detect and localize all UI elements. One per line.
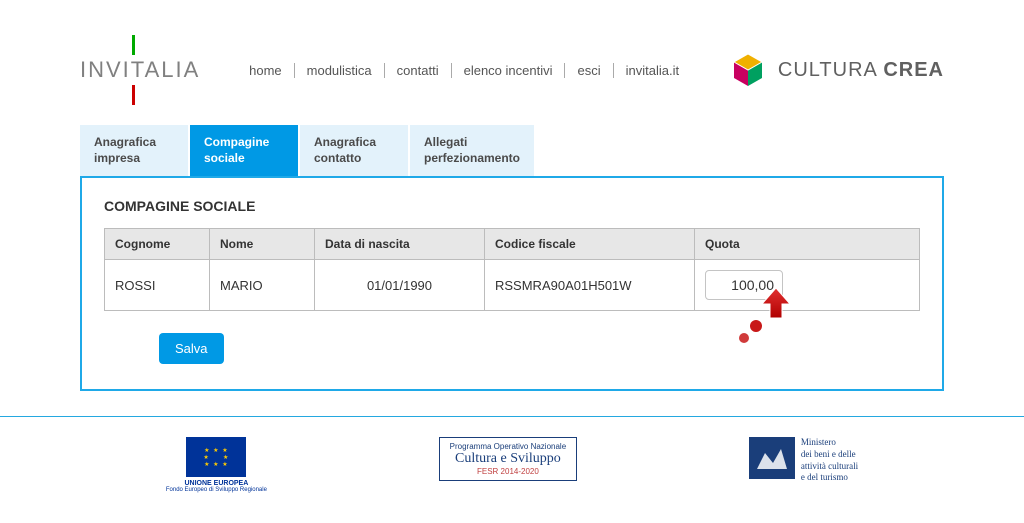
tab-label-line2: contatto <box>314 151 394 167</box>
cell-quota <box>695 260 920 311</box>
footer-divider <box>0 416 1024 417</box>
col-codice-fiscale: Codice fiscale <box>485 229 695 260</box>
nav-invitalia-it[interactable]: invitalia.it <box>614 63 691 78</box>
pon-main: Cultura e Sviluppo <box>450 451 567 467</box>
footer-mibact: Ministero dei beni e delle attività cult… <box>749 437 858 484</box>
pon-box: Programma Operativo Nazionale Cultura e … <box>439 437 578 481</box>
mibact-l1: Ministero <box>801 437 858 449</box>
nav-esci[interactable]: esci <box>565 63 613 78</box>
tab-anagrafica-contatto[interactable]: Anagrafica contatto <box>300 125 410 176</box>
col-data-nascita: Data di nascita <box>315 229 485 260</box>
eu-subtitle: Fondo Europeo di Sviluppo Regionale <box>166 487 267 493</box>
tab-label-line1: Allegati <box>424 135 520 151</box>
cell-codice-fiscale: RSSMRA90A01H501W <box>485 260 695 311</box>
mibact-l4: e del turismo <box>801 472 858 484</box>
tabs: Anagrafica impresa Compagine sociale Ana… <box>80 125 944 176</box>
save-button[interactable]: Salva <box>159 333 224 364</box>
cultura-crea-icon <box>728 52 768 88</box>
crea-text: CREA <box>883 59 944 81</box>
nav-elenco-incentivi[interactable]: elenco incentivi <box>452 63 566 78</box>
tab-label-line1: Anagrafica <box>94 135 174 151</box>
table-row: ROSSI MARIO 01/01/1990 RSSMRA90A01H501W <box>105 260 920 311</box>
top-nav: home modulistica contatti elenco incenti… <box>237 63 691 78</box>
footer-eu: ★ ★ ★★ ★★ ★ ★ UNIONE EUROPEA Fondo Europ… <box>166 437 267 493</box>
cultura-crea-logo: CULTURA CREA <box>728 52 944 88</box>
quota-input[interactable] <box>705 270 783 300</box>
eu-title: UNIONE EUROPEA <box>166 480 267 487</box>
nav-home[interactable]: home <box>237 63 295 78</box>
logo-bar-red <box>132 85 135 105</box>
cultura-crea-wordmark: CULTURA CREA <box>778 59 944 82</box>
logo-bar-green <box>132 35 135 55</box>
tab-label-line1: Compagine <box>204 135 284 151</box>
mibact-icon <box>749 437 795 479</box>
pon-top: Programma Operativo Nazionale <box>450 442 567 451</box>
mibact-text: Ministero dei beni e delle attività cult… <box>801 437 858 484</box>
compagine-sociale-panel: COMPAGINE SOCIALE Cognome Nome Data di n… <box>80 176 944 391</box>
soci-table: Cognome Nome Data di nascita Codice fisc… <box>104 228 920 311</box>
cell-nome: MARIO <box>210 260 315 311</box>
tab-label-line1: Anagrafica <box>314 135 394 151</box>
col-cognome: Cognome <box>105 229 210 260</box>
nav-modulistica[interactable]: modulistica <box>295 63 385 78</box>
tab-compagine-sociale[interactable]: Compagine sociale <box>190 125 300 176</box>
panel-title: COMPAGINE SOCIALE <box>104 198 920 214</box>
tab-label-line2: perfezionamento <box>424 151 520 167</box>
footer: ★ ★ ★★ ★★ ★ ★ UNIONE EUROPEA Fondo Europ… <box>0 437 1024 493</box>
cell-cognome: ROSSI <box>105 260 210 311</box>
invitalia-logo: INVITALIA <box>80 35 200 105</box>
tab-label-line2: impresa <box>94 151 174 167</box>
col-quota: Quota <box>695 229 920 260</box>
cultura-text: CULTURA <box>778 59 883 81</box>
page-header: INVITALIA home modulistica contatti elen… <box>0 0 1024 125</box>
pon-sub: FESR 2014-2020 <box>450 467 567 476</box>
col-nome: Nome <box>210 229 315 260</box>
footer-pon: Programma Operativo Nazionale Cultura e … <box>439 437 578 481</box>
cell-data-nascita: 01/01/1990 <box>315 260 485 311</box>
tab-anagrafica-impresa[interactable]: Anagrafica impresa <box>80 125 190 176</box>
tab-allegati-perfezionamento[interactable]: Allegati perfezionamento <box>410 125 536 176</box>
invitalia-wordmark: INVITALIA <box>80 57 200 83</box>
mibact-l2: dei beni e delle <box>801 449 858 461</box>
mibact-l3: attività culturali <box>801 461 858 473</box>
table-header-row: Cognome Nome Data di nascita Codice fisc… <box>105 229 920 260</box>
tab-label-line2: sociale <box>204 151 284 167</box>
nav-contatti[interactable]: contatti <box>385 63 452 78</box>
eu-flag-icon: ★ ★ ★★ ★★ ★ ★ <box>186 437 246 477</box>
